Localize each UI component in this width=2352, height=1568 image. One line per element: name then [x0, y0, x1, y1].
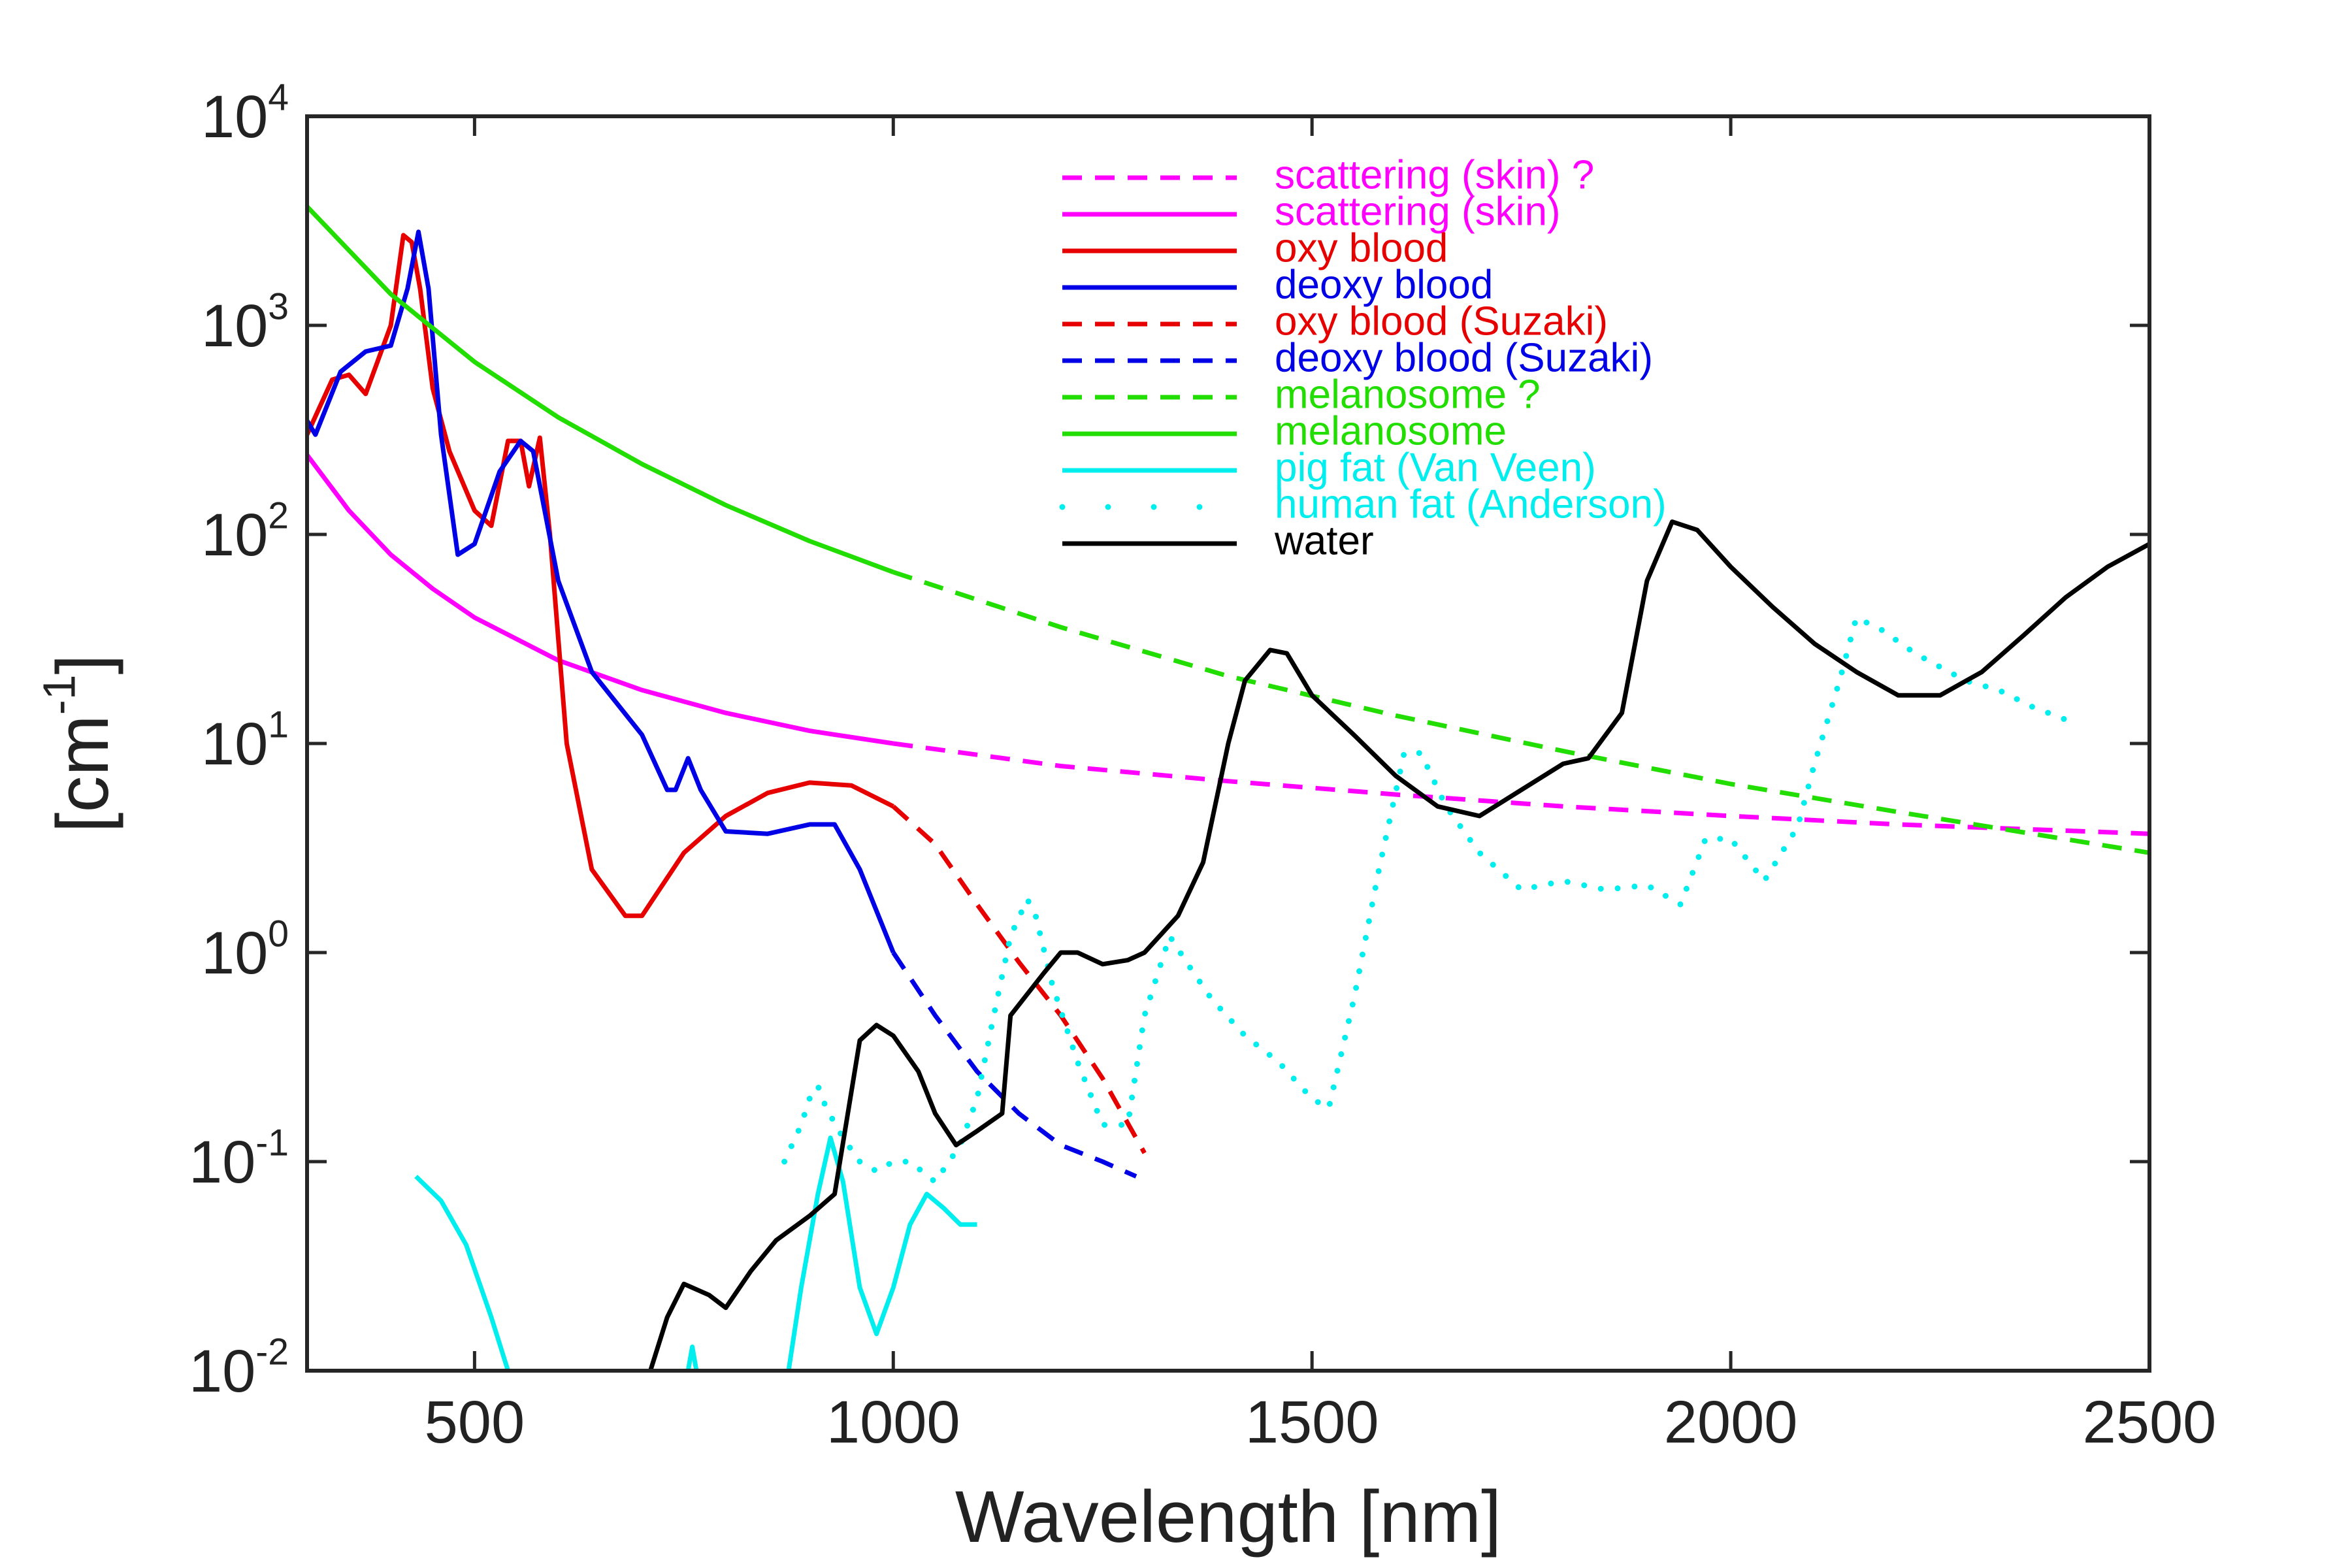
legend-label: deoxy blood (Suzaki) — [1275, 335, 1653, 380]
y-tick-label: 10-2 — [189, 1331, 289, 1405]
series-line — [892, 570, 2149, 855]
legend-label: water — [1274, 518, 1374, 563]
plot-area — [307, 204, 2149, 1371]
x-tick-label: 2500 — [2083, 1389, 2217, 1456]
series-line — [781, 614, 2069, 1185]
legend-label: scattering (skin) ? — [1275, 152, 1594, 197]
y-tick-label: 103 — [201, 286, 289, 359]
x-tick-label: 2000 — [1664, 1389, 1798, 1456]
series-line — [892, 741, 2149, 836]
series-line — [648, 519, 2149, 1371]
x-tick-label: 1000 — [826, 1389, 960, 1456]
y-tick-label: 10-1 — [189, 1122, 289, 1196]
series-line — [307, 229, 896, 954]
legend-label: human fat (Anderson) — [1275, 482, 1667, 527]
legend-label: scattering (skin) — [1275, 189, 1561, 234]
legend-label: oxy blood — [1275, 225, 1448, 270]
x-tick-label: 500 — [425, 1389, 525, 1456]
series-line — [891, 951, 1137, 1179]
x-axis-label: Wavelength [nm] — [955, 1476, 1501, 1558]
legend-label: melanosome ? — [1275, 372, 1541, 417]
y-axis-label: [cm-1] — [34, 654, 123, 832]
axes: 500 1000 1500 2000 2500 10-2 10-1 100 101 102 103 1… — [34, 77, 2217, 1558]
legend-label: deoxy blood — [1275, 262, 1493, 307]
y-tick-label: 102 — [201, 495, 289, 568]
series-line — [891, 804, 1147, 1154]
y-tick-label: 101 — [201, 704, 289, 777]
series-line — [414, 1135, 977, 1371]
legend: scattering (skin) ?scattering (skin)oxy … — [1059, 152, 1667, 563]
y-tick-label: 100 — [201, 913, 289, 987]
series-line — [307, 453, 894, 746]
y-tick-label: 104 — [201, 77, 289, 150]
legend-label: melanosome — [1275, 408, 1507, 453]
series-line — [307, 204, 894, 574]
x-tick-label: 1500 — [1245, 1389, 1379, 1456]
legend-label: pig fat (Van Veen) — [1275, 445, 1596, 490]
legend-label: oxy blood (Suzaki) — [1275, 299, 1608, 344]
